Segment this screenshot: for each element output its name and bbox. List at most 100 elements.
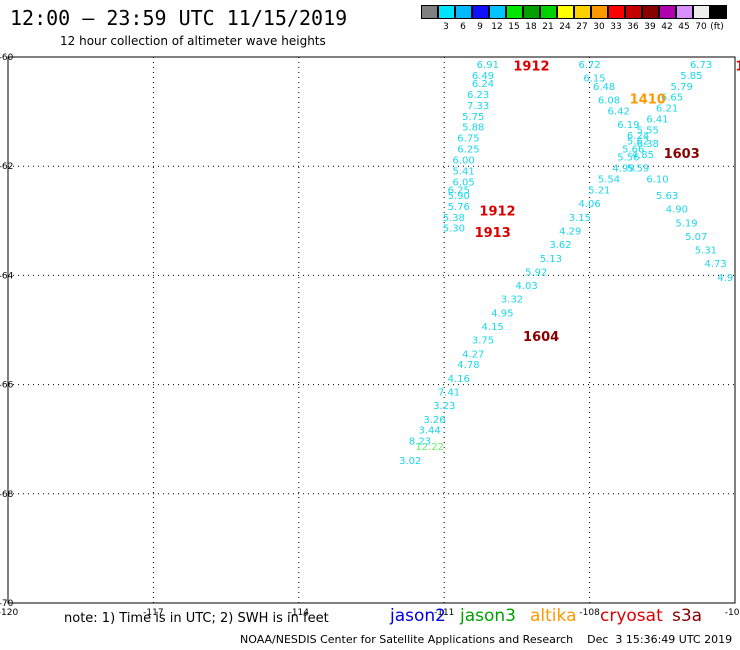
wave-height-label: 5.59 [627, 164, 649, 175]
wave-height-label: 6.41 [646, 115, 668, 126]
wave-height-label: 6.25 [448, 186, 470, 197]
legend-swatch [438, 5, 455, 19]
legend-swatch [574, 5, 591, 19]
wave-height-label: 6.72 [578, 60, 600, 71]
legend-swatch [455, 5, 472, 19]
wave-height-label: 5.66 [622, 145, 644, 156]
satellite-jason2: jason2 [390, 606, 446, 626]
wave-height-label: 4.03 [515, 281, 537, 292]
legend-swatch [676, 5, 693, 19]
map-frame [7, 56, 736, 604]
legend-label: 45 [678, 22, 690, 32]
wave-height-label: 6.08 [598, 95, 620, 106]
wave-height-label: 5.21 [588, 186, 610, 197]
orbit-label: 1912 [479, 204, 515, 219]
wave-height-label: 5.41 [452, 166, 474, 177]
wave-height-label: 3.23 [433, 401, 455, 412]
wave-height-label: 6.73 [690, 60, 712, 71]
legend-swatch [693, 5, 710, 19]
wave-height-label: 3.02 [399, 456, 421, 467]
orbit-label: 1410 [630, 92, 666, 107]
legend-swatch [506, 5, 523, 19]
wave-height-label: 6.10 [646, 175, 668, 186]
wave-height-label: 5.76 [448, 202, 470, 213]
lat-label: -70 [0, 599, 14, 609]
note-text: note: 1) Time is in UTC; 2) SWH is in fe… [64, 611, 329, 626]
wave-height-label: 5.07 [685, 232, 707, 243]
wave-height-label: 4.85 [632, 150, 654, 161]
wave-height-label: 6.49 [472, 71, 494, 82]
legend-label: 42 [661, 22, 673, 32]
wave-height-label: 5.56 [617, 153, 639, 164]
wave-height-label: 4.9 [717, 273, 733, 284]
wave-height-label: 5.55 [637, 125, 659, 136]
legend-label: 21 [542, 22, 554, 32]
legend-label: 3 [443, 22, 449, 32]
wave-height-label: 5.62 [627, 136, 649, 147]
wave-height-label: 4.27 [462, 349, 484, 360]
wave-height-label: 5.85 [680, 71, 702, 82]
wave-height-label: 4.90 [666, 205, 688, 216]
wave-height-label: 5.13 [540, 254, 562, 265]
wave-height-label: 4.95 [491, 308, 513, 319]
legend-swatch [523, 5, 540, 19]
wave-height-label: 6.38 [637, 139, 659, 150]
legend-label: 36 [627, 22, 639, 32]
orbit-label: 1 [735, 60, 740, 75]
wave-height-label: 12.22 [415, 442, 444, 453]
legend-swatch [625, 5, 642, 19]
wave-height-label: 6.75 [457, 134, 479, 145]
wave-height-label: 5.31 [695, 246, 717, 257]
wave-height-label: 3.62 [549, 240, 571, 251]
wave-height-label: 6.19 [617, 120, 639, 131]
wave-height-label: 6.24 [472, 79, 494, 90]
wave-height-label: 4.78 [457, 360, 479, 371]
lat-label: -66 [0, 381, 14, 391]
wave-height-label: 7.33 [467, 101, 489, 112]
page-title: 12:00 – 23:59 UTC 11/15/2019 [10, 6, 348, 30]
wave-height-label: 5.75 [462, 112, 484, 123]
wave-height-label: 6.25 [457, 145, 479, 156]
legend-label: 27 [576, 22, 588, 32]
wave-height-label: 5.54 [598, 175, 620, 186]
wave-height-label: 5.38 [443, 213, 465, 224]
wave-height-label: 3.32 [501, 295, 523, 306]
lat-label: -68 [0, 490, 14, 500]
wave-height-label: 6.24 [627, 131, 649, 142]
legend-swatch [710, 5, 727, 19]
wave-height-label: 4.99 [612, 164, 634, 175]
lon-label: -120 [0, 608, 18, 618]
wave-height-label: 5.88 [462, 123, 484, 134]
legend-label: 12 [491, 22, 503, 32]
lon-label: -117 [143, 608, 163, 618]
lon-label: -111 [434, 608, 454, 618]
wave-height-label: 5.30 [443, 224, 465, 235]
legend-unit: (ft) [710, 22, 724, 32]
legend-label: 39 [644, 22, 656, 32]
wave-height-label: 6.21 [656, 104, 678, 115]
legend-swatch [608, 5, 625, 19]
page-subtitle: 12 hour collection of altimeter wave hei… [60, 34, 326, 48]
wave-height-label: 6.65 [661, 93, 683, 104]
wave-height-label: 4.16 [448, 374, 470, 385]
lon-label: -114 [289, 608, 310, 618]
wave-height-label: 3.44 [419, 426, 441, 437]
legend-label: 9 [477, 22, 483, 32]
orbit-label: 1912 [513, 60, 549, 75]
orbit-label: 1603 [664, 147, 700, 162]
legend-label: 33 [610, 22, 622, 32]
legend-swatch [642, 5, 659, 19]
wave-height-label: 6.05 [452, 177, 474, 188]
legend-label: 24 [559, 22, 571, 32]
legend-label: 18 [525, 22, 537, 32]
satellite-altika: altika [530, 606, 577, 626]
legend-label: 70 [695, 22, 707, 32]
wave-height-label: 5.90 [448, 191, 470, 202]
legend-swatch [591, 5, 608, 19]
wave-height-label: 7.41 [438, 388, 460, 399]
wave-height-label: 6.23 [467, 90, 489, 101]
legend-swatch [659, 5, 676, 19]
wave-height-label: 5.63 [656, 191, 678, 202]
lat-label: -60 [0, 53, 14, 63]
